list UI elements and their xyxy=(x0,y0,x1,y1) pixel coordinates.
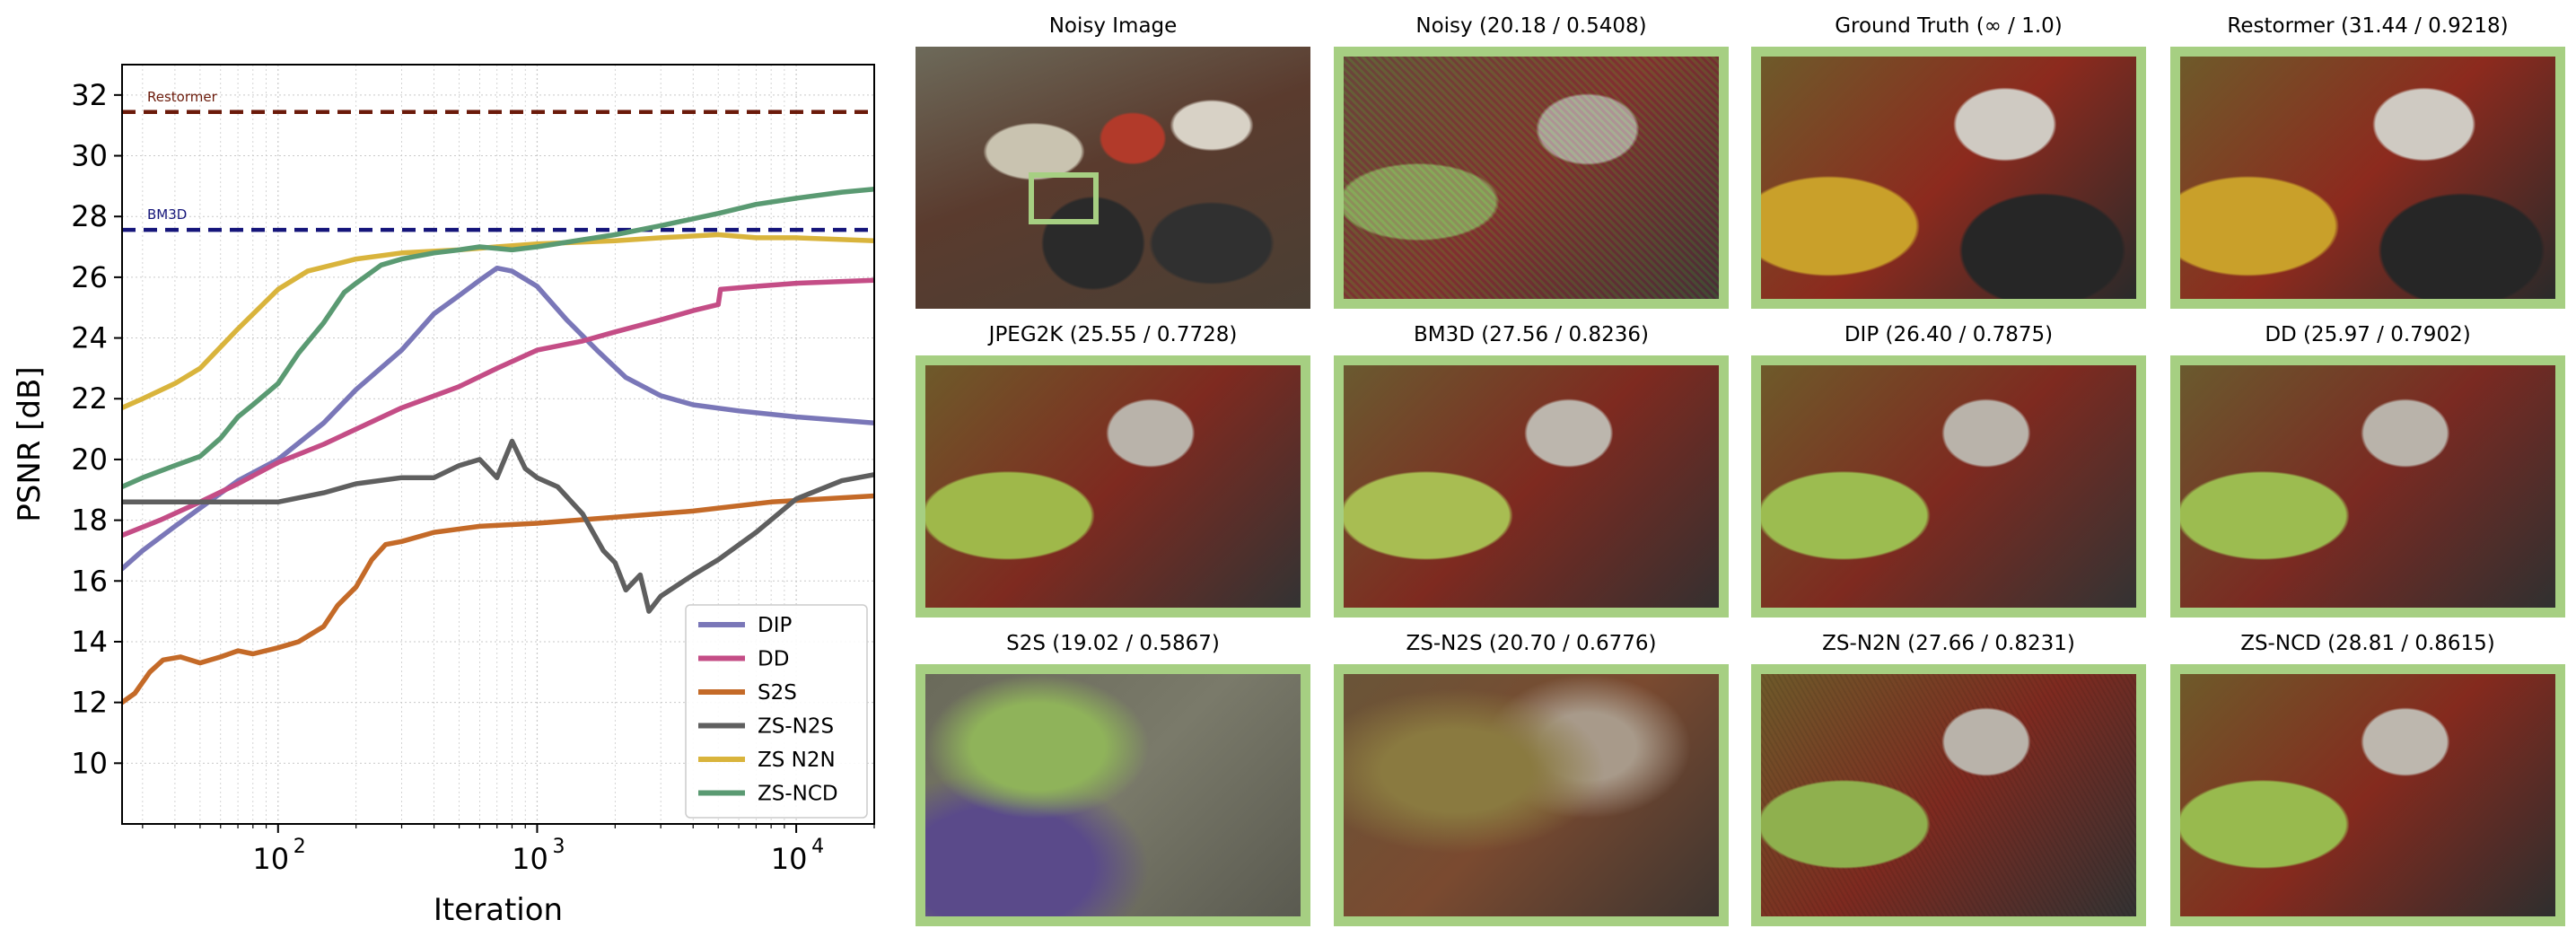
y-tick-label: 26 xyxy=(71,260,108,294)
tile-title: DIP (26.40 / 0.7875) xyxy=(1844,323,2054,346)
tile-image-frame xyxy=(1751,47,2146,309)
tile-image xyxy=(2180,674,2555,916)
tile-title: ZS-N2S (20.70 / 0.6776) xyxy=(1406,632,1657,655)
tile-title: S2S (19.02 / 0.5867) xyxy=(1006,632,1220,655)
tile-image-frame xyxy=(1334,664,1729,926)
tile-image-frame xyxy=(1751,355,2146,618)
y-axis-label: PSNR [dB] xyxy=(12,366,48,521)
legend: DIP DD S2S ZS-N2S ZS N2N ZS-NCD xyxy=(685,604,868,819)
tile-image xyxy=(925,674,1301,916)
x-axis-label: Iteration xyxy=(434,892,563,928)
tile-image-frame xyxy=(916,355,1310,618)
y-tick-label: 28 xyxy=(71,199,108,233)
y-tick-label: 20 xyxy=(71,442,108,477)
reference-label-bm3d: BM3D xyxy=(147,206,187,223)
tile-image-frame xyxy=(1751,664,2146,926)
tile-title: DD (25.97 / 0.7902) xyxy=(2265,323,2471,346)
y-tick-label: 18 xyxy=(71,504,108,538)
x-tick-label: 10 xyxy=(252,842,289,876)
tile-title: ZS-N2N (27.66 / 0.8231) xyxy=(1822,632,2075,655)
series-line-dd xyxy=(122,277,874,539)
y-tick-label: 12 xyxy=(71,686,108,720)
series-line-zs-n2n xyxy=(122,232,874,411)
tile-image-frame xyxy=(2170,664,2565,926)
tile-title: ZS-NCD (28.81 / 0.8615) xyxy=(2240,632,2495,655)
tile-image xyxy=(1761,365,2136,608)
y-tick-label: 24 xyxy=(71,321,108,355)
tile-image-frame xyxy=(2170,355,2565,618)
tile-image-frame xyxy=(916,664,1310,926)
psnr-chart: Restormer BM3D 10 12 14 16 18 20 22 24 26 28 30 32 10 2… xyxy=(0,0,898,946)
y-tick-label: 30 xyxy=(71,139,108,173)
reference-label-restormer: Restormer xyxy=(147,89,218,105)
tile-image xyxy=(1344,674,1719,916)
legend-label: DIP xyxy=(758,614,792,637)
roi-box xyxy=(1029,172,1099,224)
tile-image xyxy=(2180,365,2555,608)
y-tick-label: 16 xyxy=(71,564,108,598)
plot-frame xyxy=(121,64,875,825)
tile-image xyxy=(1761,674,2136,916)
x-tick-exponent: 3 xyxy=(552,836,565,858)
y-tick-label: 14 xyxy=(71,625,108,659)
series-line-s2s xyxy=(122,493,874,705)
tile-title: Noisy (20.18 / 0.5408) xyxy=(1415,14,1647,38)
tile-title: Noisy Image xyxy=(1048,14,1178,38)
tile-image xyxy=(916,47,1310,309)
legend-label: S2S xyxy=(758,681,797,705)
tile-image-frame xyxy=(1334,47,1729,309)
series-line-zs-n2s xyxy=(122,438,874,614)
tile-title: Restormer (31.44 / 0.9218) xyxy=(2227,14,2509,38)
tile-image xyxy=(1344,365,1719,608)
x-tick-exponent: 2 xyxy=(294,836,306,858)
tile-image-frame xyxy=(2170,47,2565,309)
tile-image-frame xyxy=(1334,355,1729,618)
legend-label: ZS N2N xyxy=(758,749,836,772)
tile-title: Ground Truth (∞ / 1.0) xyxy=(1835,14,2063,38)
tile-title: BM3D (27.56 / 0.8236) xyxy=(1414,323,1649,346)
x-tick-label: 10 xyxy=(771,842,808,876)
series-group xyxy=(122,186,874,705)
x-tick-exponent: 4 xyxy=(811,836,824,858)
legend-label: ZS-NCD xyxy=(758,783,838,806)
y-tick-label: 22 xyxy=(71,381,108,416)
x-tick-label: 10 xyxy=(512,842,548,876)
y-tick-label: 32 xyxy=(71,78,108,112)
tile-image xyxy=(1761,57,2136,299)
series-line-zs-ncd xyxy=(122,186,874,490)
y-tick-label: 10 xyxy=(71,746,108,780)
tile-image xyxy=(925,365,1301,608)
tile-image xyxy=(2180,57,2555,299)
tile-image xyxy=(1344,57,1719,299)
tile-title: JPEG2K (25.55 / 0.7728) xyxy=(988,323,1238,346)
legend-label: DD xyxy=(758,648,789,671)
legend-label: ZS-N2S xyxy=(758,715,834,739)
tile-image-frame xyxy=(916,47,1310,309)
